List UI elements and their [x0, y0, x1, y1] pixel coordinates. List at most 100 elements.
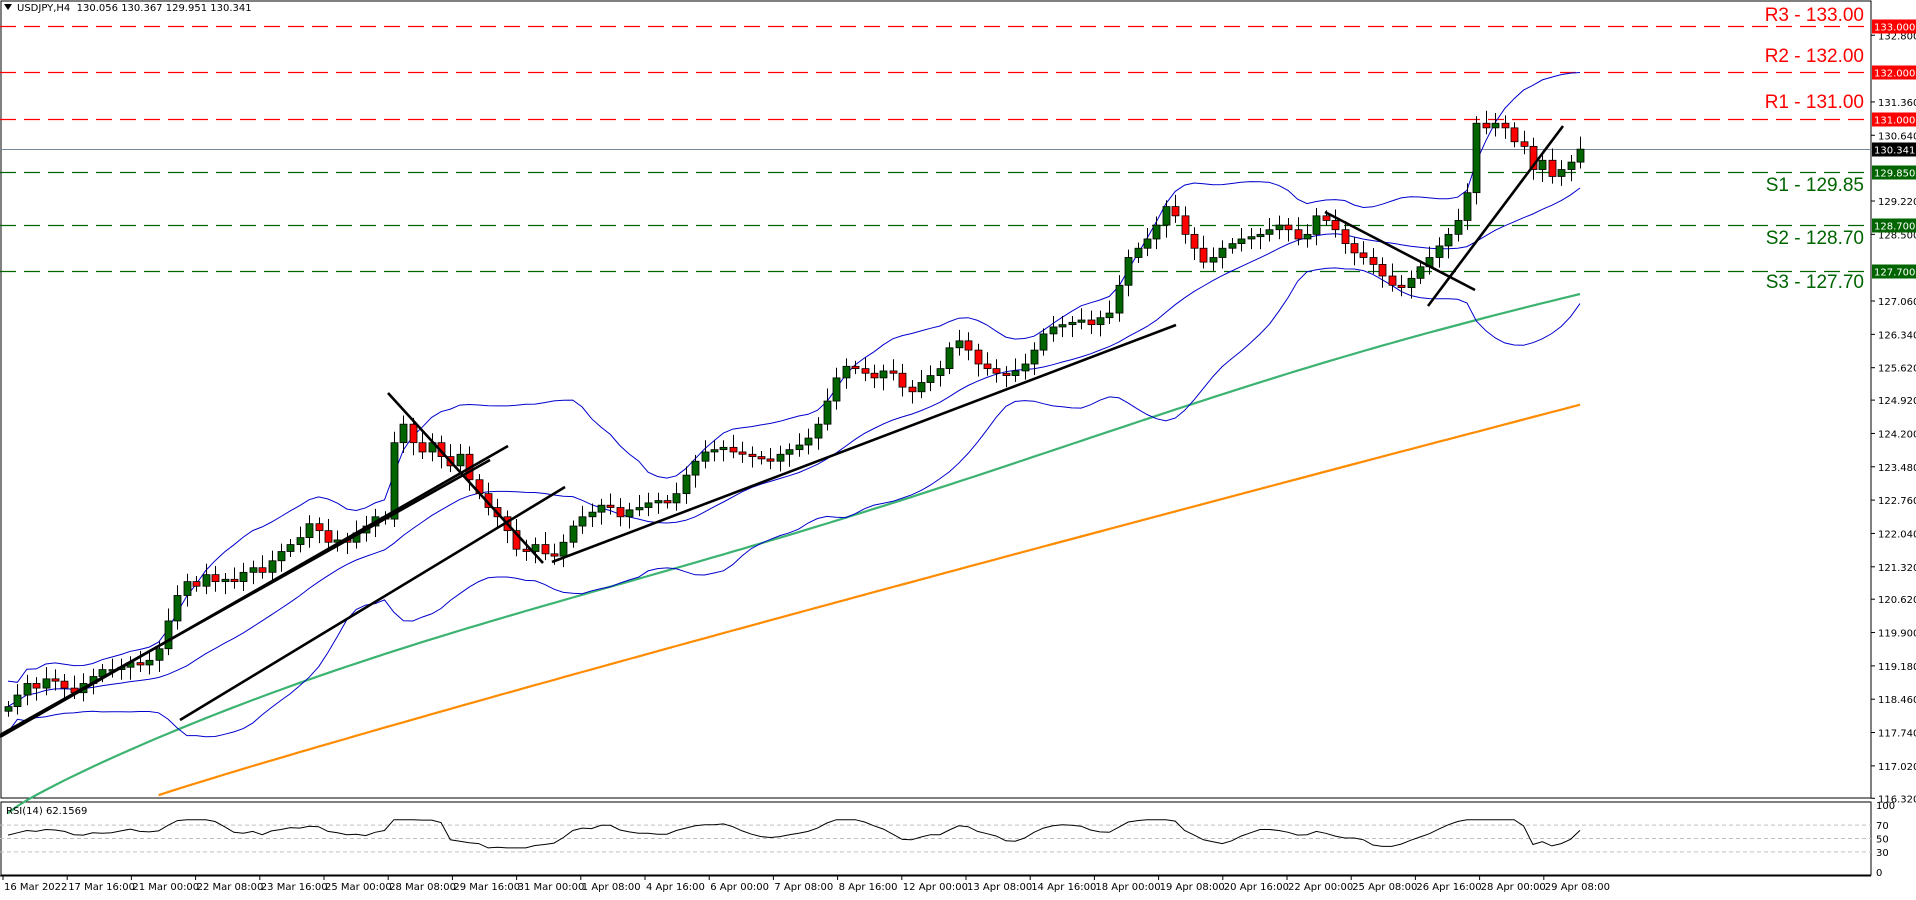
candle[interactable]	[296, 526, 305, 553]
candle[interactable]	[1416, 261, 1425, 284]
candle[interactable]	[1294, 217, 1303, 246]
candle[interactable]	[635, 495, 644, 517]
candle[interactable]	[1501, 115, 1510, 139]
candle[interactable]	[926, 365, 935, 392]
candle[interactable]	[258, 555, 267, 579]
candle[interactable]	[701, 440, 710, 469]
candle[interactable]	[1567, 155, 1576, 182]
candle[interactable]	[1237, 228, 1246, 252]
candle[interactable]	[1482, 110, 1491, 135]
candle[interactable]	[738, 441, 747, 463]
trendline-4[interactable]	[387, 392, 544, 564]
candle[interactable]	[305, 515, 314, 548]
candle[interactable]	[898, 363, 907, 397]
candle[interactable]	[889, 359, 898, 381]
candle[interactable]	[1256, 228, 1265, 250]
candle[interactable]	[578, 505, 587, 534]
candle[interactable]	[597, 498, 606, 525]
candle[interactable]	[757, 451, 766, 465]
candle[interactable]	[644, 492, 653, 517]
candle[interactable]	[1011, 358, 1020, 382]
candle[interactable]	[1181, 206, 1190, 244]
candle[interactable]	[1265, 217, 1274, 242]
candle[interactable]	[221, 572, 230, 595]
candle[interactable]	[1284, 217, 1293, 242]
candle[interactable]	[4, 701, 13, 717]
candle[interactable]	[559, 534, 568, 568]
candle[interactable]	[1350, 237, 1359, 266]
candle[interactable]	[268, 550, 277, 581]
candle[interactable]	[230, 567, 239, 589]
candle[interactable]	[286, 539, 295, 558]
candle[interactable]	[60, 674, 69, 700]
candle[interactable]	[917, 370, 926, 399]
candle[interactable]	[1557, 160, 1566, 186]
candle[interactable]	[1247, 228, 1256, 250]
candle[interactable]	[1548, 148, 1557, 184]
candle[interactable]	[249, 560, 258, 585]
candle[interactable]	[1378, 257, 1387, 288]
candle[interactable]	[1369, 248, 1378, 274]
candle[interactable]	[974, 343, 983, 377]
candle[interactable]	[1275, 215, 1284, 240]
candle[interactable]	[1143, 228, 1152, 257]
candle[interactable]	[1030, 342, 1039, 375]
candle[interactable]	[1190, 227, 1199, 260]
candle[interactable]	[324, 518, 333, 550]
candle[interactable]	[729, 434, 738, 459]
trendline-2[interactable]	[0, 458, 491, 737]
candle[interactable]	[512, 518, 521, 557]
candle[interactable]	[192, 576, 201, 592]
candle[interactable]	[418, 430, 427, 460]
candle[interactable]	[588, 503, 597, 527]
candle[interactable]	[1002, 366, 1011, 388]
candle[interactable]	[1510, 122, 1519, 148]
candle[interactable]	[719, 440, 728, 462]
candle[interactable]	[1087, 310, 1096, 335]
candle[interactable]	[1520, 130, 1529, 155]
candle[interactable]	[1171, 194, 1180, 223]
candle[interactable]	[955, 329, 964, 356]
candle[interactable]	[315, 517, 324, 544]
candle[interactable]	[1538, 153, 1547, 183]
collapse-triangle-icon[interactable]	[4, 4, 12, 10]
candle[interactable]	[277, 543, 286, 572]
candle[interactable]	[814, 417, 823, 450]
candle[interactable]	[625, 502, 634, 529]
trendline-5[interactable]	[551, 323, 1177, 564]
candle[interactable]	[1407, 270, 1416, 299]
candle[interactable]	[1435, 237, 1444, 268]
candle[interactable]	[1359, 241, 1368, 265]
candle[interactable]	[1021, 353, 1030, 380]
candle[interactable]	[1124, 249, 1133, 297]
candle[interactable]	[1425, 246, 1434, 275]
candle[interactable]	[785, 443, 794, 467]
candle[interactable]	[1152, 216, 1161, 250]
candle[interactable]	[945, 342, 954, 375]
candle[interactable]	[51, 669, 60, 691]
candle[interactable]	[832, 367, 841, 410]
candle[interactable]	[569, 520, 578, 548]
candle[interactable]	[672, 482, 681, 511]
candle[interactable]	[1576, 136, 1585, 169]
candle[interactable]	[663, 495, 672, 509]
trendline-7[interactable]	[1426, 125, 1565, 307]
candle[interactable]	[1115, 275, 1124, 322]
candle[interactable]	[936, 360, 945, 387]
candle[interactable]	[541, 532, 550, 561]
candle[interactable]	[682, 466, 691, 504]
candle[interactable]	[1058, 315, 1067, 338]
candle[interactable]	[776, 445, 785, 472]
candle[interactable]	[823, 388, 832, 431]
candle[interactable]	[1199, 235, 1208, 269]
candle[interactable]	[239, 562, 248, 592]
candle[interactable]	[1077, 308, 1086, 330]
candle[interactable]	[202, 563, 211, 595]
candle[interactable]	[691, 454, 700, 488]
candle[interactable]	[1388, 263, 1397, 292]
candle[interactable]	[32, 677, 41, 701]
trendline-6[interactable]	[1324, 210, 1476, 292]
candle[interactable]	[804, 428, 813, 455]
